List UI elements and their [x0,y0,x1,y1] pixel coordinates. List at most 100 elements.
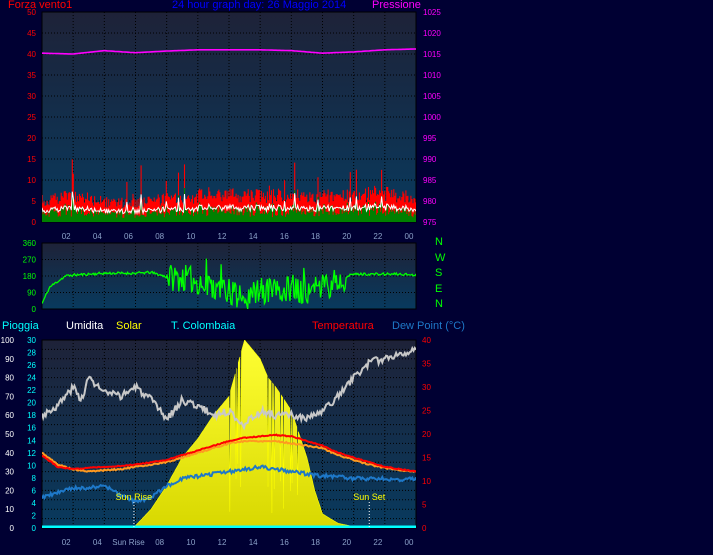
wind-tick-label: 25 [27,113,36,122]
direction-tick-label: 360 [23,239,37,248]
sunset-label: Sun Set [353,492,386,502]
time-tick-label: 16 [280,232,289,241]
rain-tick-label: 26 [27,361,36,370]
time-tick-label: 10 [186,232,195,241]
wind-tick-label: 10 [27,176,36,185]
time-tick-label: 12 [218,232,227,241]
humidity-tick-label: 10 [5,505,14,514]
mid-plot-area [42,258,416,309]
time-tick-label: 08 [155,538,164,547]
rain-tick-label: 20 [27,399,36,408]
rain-tick-label: 30 [27,336,36,345]
pressure-tick-label: 975 [423,218,437,227]
pressure-tick-label: 1015 [423,50,441,59]
rain-tick-label: 6 [32,486,37,495]
humidity-tick-label: 90 [5,355,14,364]
wind-tick-label: 15 [27,155,36,164]
direction-label: N [435,236,443,248]
pressure-tick-label: 1010 [423,71,441,80]
time-tick-label: 04 [93,232,102,241]
time-tick-label: 18 [311,232,320,241]
time-tick-label: 14 [249,232,258,241]
temperature-tick-label: 40 [422,336,431,345]
legend-dew-point: Dew Point (°C) [392,320,465,332]
humidity-tick-label: 0 [10,524,15,533]
rain-tick-label: 2 [32,511,37,520]
pressure-tick-label: 1020 [423,29,441,38]
t-colombaia-line [42,439,416,473]
time-tick-label: 12 [218,538,227,547]
direction-tick-label: 90 [27,289,36,298]
temperature-tick-label: 25 [422,407,431,416]
wind-tick-label: 35 [27,71,36,80]
wind-direction-line [42,258,416,309]
time-tick-label: 14 [249,538,258,547]
humidity-line [42,345,416,431]
legend-umidita: Umidita [66,320,104,332]
wind-tick-label: 0 [32,218,37,227]
rain-tick-label: 16 [27,424,36,433]
wind-tick-label: 20 [27,134,36,143]
legend-solar: Solar [116,320,142,332]
pressure-tick-label: 1025 [423,8,441,17]
graph-title: 24 hour graph day: 26 Maggio 2014 [172,0,347,11]
direction-label: S [435,267,443,280]
pressure-line [42,48,416,55]
top-panel-grid [42,12,417,222]
pressure-tick-label: 995 [423,134,437,143]
wind-tick-label: 40 [27,50,36,59]
pressure-tick-label: 980 [423,197,437,206]
pressure-tick-label: 990 [423,155,437,164]
sunrise-label: Sun Rise [116,492,153,502]
wind-gust-bars [42,188,416,222]
wind-tick-label: 5 [32,197,37,206]
humidity-tick-label: 70 [5,392,14,401]
time-tick-label: 06 [124,232,133,241]
rain-tick-label: 14 [27,436,36,445]
time-tick-label: 18 [311,538,320,547]
rain-tick-label: 24 [27,374,36,383]
temperature-tick-label: 30 [422,383,431,392]
rain-tick-label: 18 [27,411,36,420]
time-tick-label: 00 [405,232,414,241]
humidity-tick-label: 30 [5,468,14,477]
humidity-tick-label: 20 [5,486,14,495]
temperature-line [42,433,416,473]
legend-temperatura: Temperatura [312,320,374,332]
temperature-tick-label: 10 [422,477,431,486]
temperature-humidity-panel: 0102030405060708090100024681012141618202… [1,336,432,547]
wind-tick-label: 50 [27,8,36,17]
humidity-tick-label: 50 [5,430,14,439]
legend-pioggia: Pioggia [2,320,39,332]
rain-tick-label: 22 [27,386,36,395]
humidity-tick-label: 100 [1,336,15,345]
humidity-tick-label: 80 [5,374,14,383]
time-tick-label: 10 [186,538,195,547]
top-plot-area [42,48,416,222]
temperature-tick-label: 15 [422,454,431,463]
pressure-tick-label: 1005 [423,92,441,101]
bottom-plot-area [42,340,416,528]
temperature-tick-label: 35 [422,360,431,369]
pressure-tick-label: 985 [423,176,437,185]
time-tick-label: 20 [342,538,351,547]
rain-tick-label: 4 [32,499,37,508]
mid-panel-frame [41,242,417,310]
legend-t-colombaia: T. Colombaia [171,320,236,332]
time-tick-label: Sun Rise [112,538,145,547]
wind-speed-label: Forza vento1 [8,0,73,11]
pressure-label: Pressione [372,0,421,11]
direction-tick-label: 180 [23,272,37,281]
temperature-tick-label: 20 [422,430,431,439]
wind-tick-label: 30 [27,92,36,101]
time-tick-label: 20 [342,232,351,241]
wind-tick-label: 45 [27,29,36,38]
time-tick-label: 04 [93,538,102,547]
rain-tick-label: 28 [27,349,36,358]
time-tick-label: 08 [155,232,164,241]
temperature-tick-label: 0 [422,524,427,533]
humidity-tick-label: 40 [5,449,14,458]
time-tick-label: 02 [62,538,71,547]
